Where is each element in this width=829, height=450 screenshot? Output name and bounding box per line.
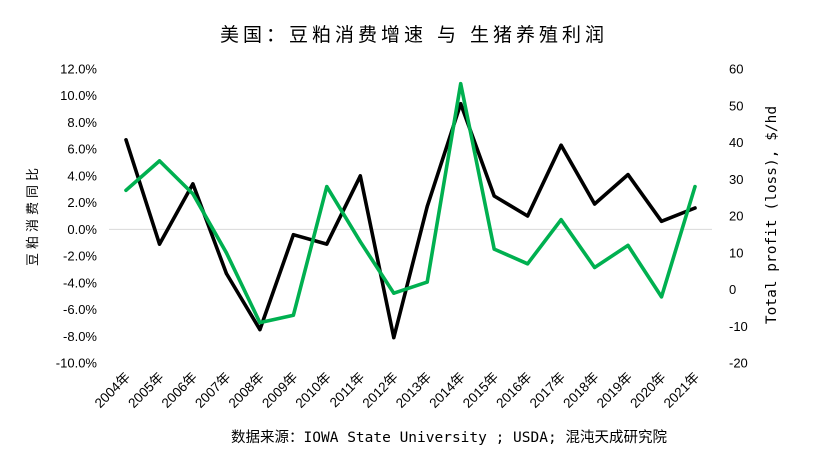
y-tick-label-left: 10.0%	[60, 88, 97, 103]
series-1-point	[224, 271, 228, 276]
series-1-point	[693, 206, 697, 210]
series-2-point	[258, 321, 262, 325]
series-2-point	[526, 262, 530, 266]
series-2-point	[593, 265, 597, 270]
series-2-point	[392, 291, 396, 295]
x-tick-label: 2018年	[560, 370, 601, 411]
x-tick-label: 2004年	[92, 370, 133, 411]
series-1-point	[291, 233, 295, 237]
x-tick-label: 2005年	[125, 370, 166, 411]
x-axis: 2004年2005年2006年2007年2008年2009年2010年2011年…	[92, 370, 702, 411]
y-tick-label-left: -2.0%	[63, 249, 97, 264]
series-1-point	[459, 102, 463, 106]
series-1-point	[526, 214, 530, 218]
series-1-point	[392, 336, 396, 340]
y-tick-label-left: -10.0%	[56, 356, 98, 371]
series-1-point	[191, 182, 195, 186]
series-2-point	[191, 192, 195, 196]
x-tick-label: 2006年	[159, 370, 200, 411]
series-1-point	[492, 194, 496, 198]
y-tick-label-right: 50	[729, 98, 743, 113]
y-tick-label-left: -4.0%	[63, 275, 97, 290]
y-axis-right-label: Total profit (loss), $/hd	[764, 106, 780, 324]
y-axis-right: 60 50 40 30 20 10 0 -10 -20	[729, 62, 748, 371]
series-2-point	[224, 251, 228, 255]
x-tick-label: 2014年	[426, 370, 467, 411]
x-tick-label: 2017年	[527, 370, 568, 411]
series-2-point	[124, 188, 128, 192]
x-tick-label: 2020年	[627, 370, 668, 411]
y-tick-label-left: -8.0%	[63, 329, 97, 344]
y-tick-label-right: 30	[729, 172, 743, 187]
y-axis-left: 12.0% 10.0% 8.0% 6.0% 4.0% 2.0% 0.0% -2.0% -4.0%…	[56, 62, 98, 371]
series-2-point	[425, 280, 429, 284]
series-1-point	[626, 173, 630, 177]
series-2-point	[626, 243, 630, 247]
series-1-point	[157, 242, 162, 246]
y-tick-label-left: 4.0%	[67, 168, 97, 183]
y-axis-left-label: 豆粕消费同比	[26, 164, 41, 266]
x-tick-label: 2012年	[360, 370, 401, 411]
series-2-point	[659, 295, 664, 299]
source-note: 数据来源：IOWA State University ; USDA; 混沌天成研…	[231, 429, 667, 446]
x-tick-label: 2007年	[192, 370, 233, 411]
series-2-point	[157, 159, 162, 163]
series-line-2	[124, 81, 697, 325]
y-tick-label-right: 0	[729, 282, 736, 297]
y-tick-label-left: 0.0%	[67, 222, 97, 237]
series-layer	[124, 81, 697, 340]
x-tick-label: 2015年	[460, 370, 501, 411]
series-line-1	[124, 101, 697, 340]
y-tick-label-right: 60	[729, 62, 743, 77]
series-2-point	[559, 218, 563, 222]
series-2-point	[459, 82, 463, 86]
y-tick-label-right: -20	[729, 356, 748, 371]
chart-title: 美国：豆粕消费增速 与 生猪养殖利润	[220, 24, 608, 46]
x-tick-label: 2021年	[661, 370, 702, 411]
x-tick-label: 2008年	[226, 370, 267, 411]
series-1-point	[124, 138, 128, 142]
y-tick-label-right: 20	[729, 209, 743, 224]
x-tick-label: 2019年	[594, 370, 635, 411]
y-tick-label-right: 10	[729, 245, 743, 260]
series-2-point	[325, 185, 329, 189]
series-1-point	[559, 143, 563, 147]
series-2-point	[693, 185, 697, 189]
series-1-point	[258, 328, 262, 332]
series-2-point	[492, 247, 496, 251]
series-2-point	[291, 313, 295, 317]
y-tick-label-left: 6.0%	[67, 142, 97, 157]
y-tick-label-left: 2.0%	[67, 195, 97, 210]
x-tick-label: 2016年	[493, 370, 534, 411]
x-tick-label: 2010年	[293, 370, 334, 411]
y-tick-label-right: -10	[729, 319, 748, 334]
y-tick-label-left: 8.0%	[67, 115, 97, 130]
series-1-point	[325, 242, 329, 246]
series-1-point	[593, 202, 597, 206]
series-1-point	[659, 219, 664, 223]
x-tick-label: 2011年	[327, 370, 368, 411]
series-2-point	[358, 240, 362, 244]
y-tick-label-right: 40	[729, 135, 743, 150]
series-1-point	[358, 174, 362, 178]
y-tick-label-left: 12.0%	[60, 62, 97, 77]
series-1-point	[425, 205, 429, 209]
x-tick-label: 2009年	[259, 370, 300, 411]
y-tick-label-left: -6.0%	[63, 302, 97, 317]
x-tick-label: 2013年	[393, 370, 434, 411]
